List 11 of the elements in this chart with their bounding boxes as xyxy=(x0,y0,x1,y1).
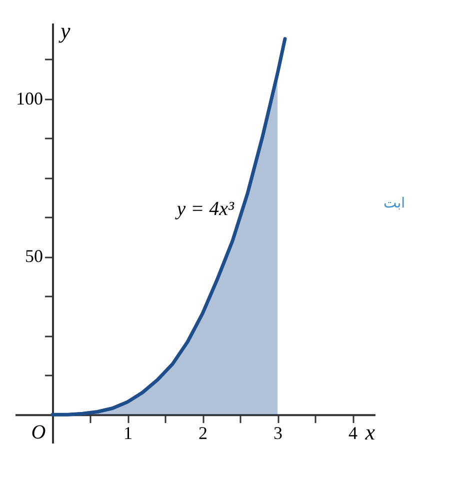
x-tick-label: 2 xyxy=(198,423,208,444)
y-axis-title: y xyxy=(58,18,70,43)
annotation: O xyxy=(31,422,46,444)
x-tick-label: 3 xyxy=(274,423,282,444)
annotation: y = 4x³ xyxy=(174,198,235,220)
x-axis-title: x xyxy=(364,420,376,445)
y-tick-label: 50 xyxy=(25,246,43,266)
x-tick-label: 1 xyxy=(124,423,132,444)
text: ابت xyxy=(383,196,405,212)
x-tick-label: 4 xyxy=(348,423,358,444)
y-tick-label: 100 xyxy=(16,88,43,108)
